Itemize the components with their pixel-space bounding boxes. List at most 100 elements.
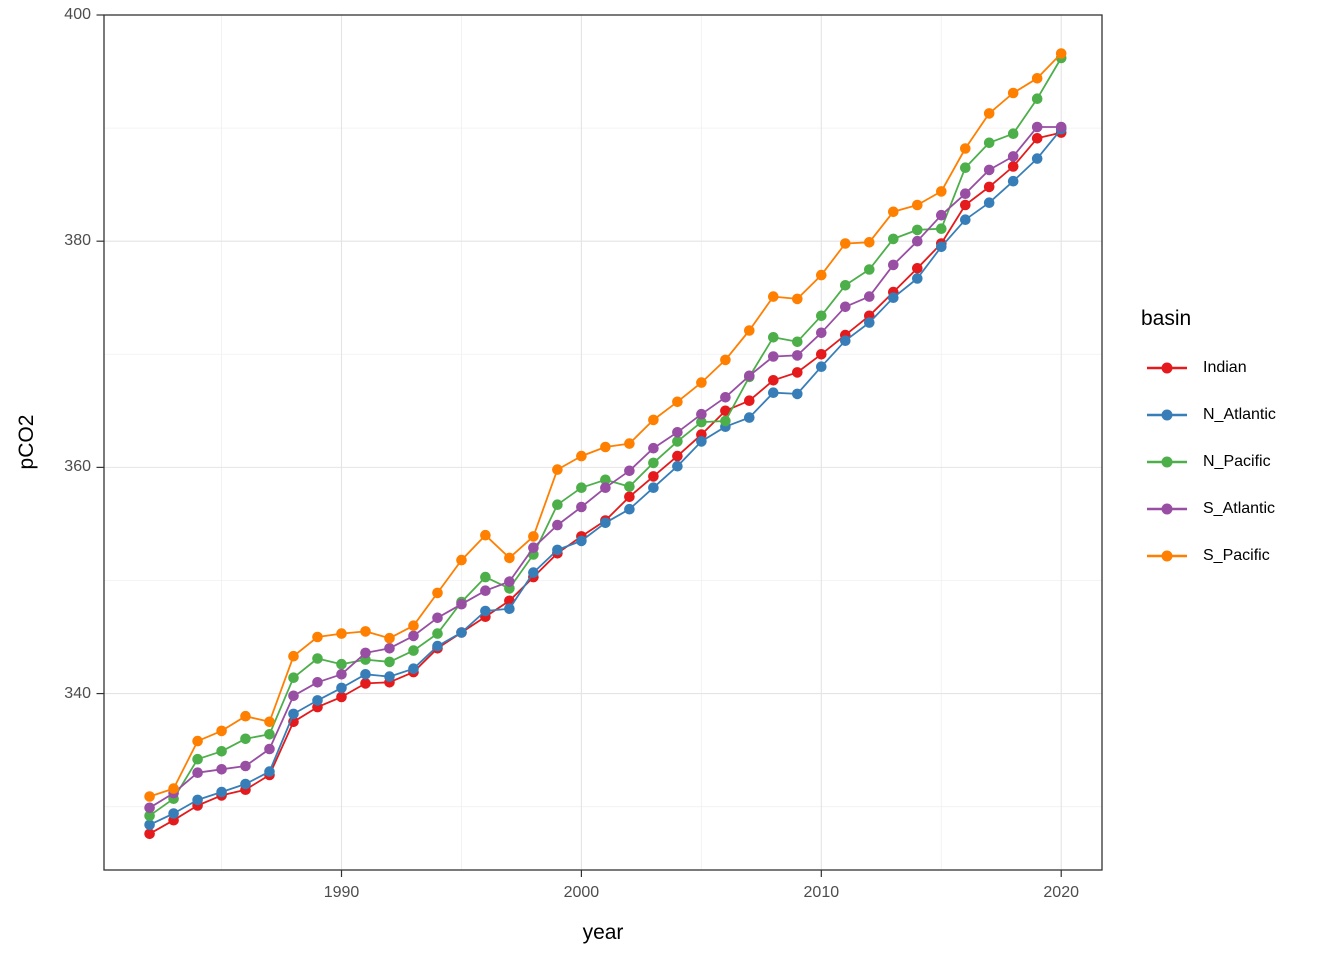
data-point-indian — [816, 349, 827, 360]
data-point-n_atlantic — [552, 544, 563, 556]
data-point-s_pacific — [864, 237, 875, 248]
data-point-s_atlantic — [480, 585, 491, 596]
legend-key-icon — [1147, 503, 1187, 515]
data-point-s_atlantic — [960, 188, 971, 199]
legend-item-s_pacific: S_Pacific — [1141, 546, 1276, 566]
data-point-n_atlantic — [504, 603, 515, 614]
data-point-n_pacific — [384, 656, 395, 668]
data-point-n_atlantic — [960, 214, 971, 225]
legend-item-label: N_Atlantic — [1203, 406, 1276, 423]
data-point-n_pacific — [864, 264, 875, 275]
data-point-s_pacific — [600, 441, 611, 453]
data-point-n_pacific — [888, 233, 899, 245]
legend-item-indian: Indian — [1141, 358, 1276, 378]
data-point-s_pacific — [504, 552, 515, 564]
legend: basin Indian N_Atlantic N_Pacific S_Atlanti… — [1141, 306, 1276, 593]
data-point-s_atlantic — [864, 291, 875, 302]
data-point-n_atlantic — [144, 819, 155, 831]
data-point-s_pacific — [624, 438, 635, 449]
data-point-n_pacific — [983, 137, 995, 149]
data-point-s_atlantic — [888, 259, 899, 271]
legend-key-icon — [1147, 409, 1187, 421]
data-point-s_pacific — [552, 464, 563, 475]
data-point-n_pacific — [240, 733, 251, 745]
data-point-n_atlantic — [600, 517, 611, 529]
data-point-n_pacific — [408, 645, 419, 656]
data-point-s_pacific — [312, 631, 323, 643]
y-tick-label: 360 — [64, 458, 91, 476]
data-point-s_pacific — [912, 199, 923, 211]
y-axis-title: pCO2 — [15, 414, 38, 470]
data-point-n_atlantic — [768, 387, 779, 399]
data-point-n_pacific — [720, 415, 731, 427]
data-point-indian — [360, 678, 371, 689]
data-point-indian — [1031, 133, 1043, 144]
data-point-n_atlantic — [576, 535, 587, 547]
data-point-n_atlantic — [264, 766, 275, 777]
data-point-s_atlantic — [983, 164, 995, 176]
legend-title: basin — [1141, 307, 1192, 330]
data-point-s_pacific — [696, 377, 707, 388]
data-point-n_atlantic — [480, 605, 491, 617]
data-point-s_atlantic — [696, 408, 707, 420]
data-point-s_pacific — [456, 554, 467, 566]
data-point-s_pacific — [144, 791, 155, 802]
data-point-s_pacific — [360, 626, 371, 637]
data-point-n_atlantic — [192, 794, 203, 806]
legend-key-point — [1161, 409, 1173, 421]
data-point-s_pacific — [936, 186, 947, 197]
data-point-s_atlantic — [768, 351, 779, 362]
data-point-s_pacific — [432, 587, 443, 599]
data-point-n_atlantic — [912, 273, 923, 284]
y-tick-label: 340 — [64, 684, 91, 702]
data-point-s_atlantic — [720, 392, 731, 403]
data-point-indian — [336, 691, 347, 703]
data-point-n_atlantic — [744, 412, 755, 423]
data-point-n_atlantic — [1007, 175, 1019, 187]
data-point-s_atlantic — [288, 690, 299, 702]
data-point-s_pacific — [960, 143, 971, 154]
data-point-s_pacific — [672, 396, 683, 408]
data-point-s_atlantic — [336, 669, 347, 680]
data-point-s_pacific — [480, 529, 491, 541]
data-point-s_pacific — [1031, 73, 1043, 84]
legend-item-label: S_Pacific — [1203, 547, 1270, 564]
data-point-s_pacific — [720, 354, 731, 366]
legend-item-label: N_Pacific — [1203, 453, 1271, 470]
data-point-n_pacific — [576, 482, 587, 494]
data-point-s_pacific — [768, 291, 779, 302]
data-point-indian — [768, 375, 779, 386]
data-point-n_atlantic — [864, 317, 875, 328]
data-point-n_pacific — [960, 162, 971, 173]
data-point-n_pacific — [312, 653, 323, 664]
data-point-s_pacific — [384, 632, 395, 644]
data-point-indian — [144, 828, 155, 840]
data-point-n_atlantic — [888, 292, 899, 304]
data-point-s_atlantic — [744, 370, 755, 382]
data-point-n_pacific — [1031, 93, 1043, 104]
data-point-s_atlantic — [528, 542, 539, 553]
data-point-s_atlantic — [240, 760, 251, 772]
legend-key-icon — [1147, 550, 1187, 562]
data-point-s_atlantic — [912, 235, 923, 247]
legend-key-point — [1161, 456, 1173, 468]
data-point-s_atlantic — [1007, 151, 1019, 162]
data-point-n_atlantic — [648, 482, 659, 494]
data-point-n_pacific — [936, 223, 947, 234]
legend-item-label: Indian — [1203, 359, 1247, 376]
data-point-indian — [648, 471, 659, 482]
data-point-n_pacific — [288, 672, 299, 683]
panel-border — [103, 14, 1103, 871]
data-point-s_pacific — [816, 269, 827, 281]
data-point-s_pacific — [528, 531, 539, 542]
data-point-s_pacific — [264, 716, 275, 728]
data-point-indian — [912, 263, 923, 274]
series-line-n_pacific — [148, 57, 1063, 817]
data-point-s_atlantic — [1055, 121, 1067, 133]
data-point-s_atlantic — [816, 327, 827, 339]
data-point-n_pacific — [792, 336, 803, 348]
data-point-s_pacific — [1007, 87, 1019, 99]
data-point-s_atlantic — [552, 519, 563, 531]
data-point-n_atlantic — [456, 627, 467, 638]
legend-item-s_atlantic: S_Atlantic — [1141, 499, 1276, 519]
